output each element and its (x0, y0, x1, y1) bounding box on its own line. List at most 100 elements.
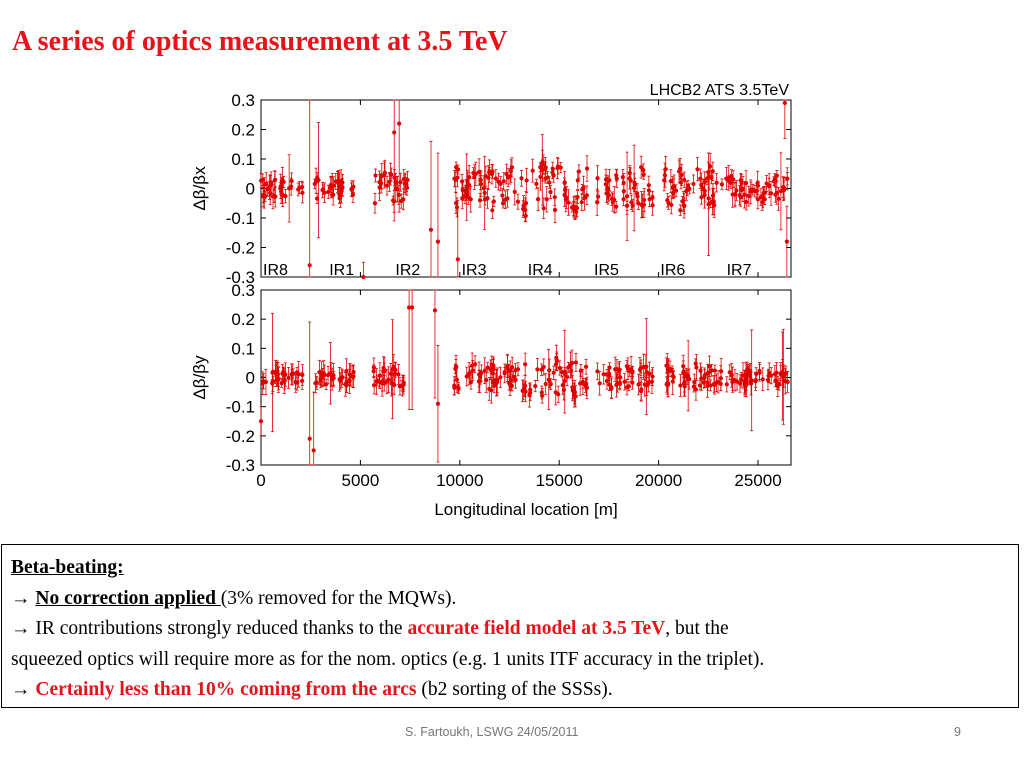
data-point (584, 166, 590, 171)
data-point (700, 186, 706, 191)
data-point (724, 176, 729, 181)
data-point (504, 171, 509, 177)
data-point (262, 193, 267, 198)
data-point (627, 176, 632, 181)
data-point (260, 381, 265, 386)
data-point (487, 169, 492, 174)
data-point (501, 179, 506, 184)
data-point (665, 367, 670, 372)
data-point (729, 173, 734, 179)
data-point (650, 195, 655, 200)
data-point (734, 188, 739, 193)
data-point (617, 381, 622, 386)
data-point (498, 375, 503, 380)
notes-line-1: → No correction applied (3% removed for … (11, 587, 457, 609)
x-tick-label: 15000 (536, 471, 583, 490)
data-point (719, 182, 725, 187)
data-point (297, 185, 302, 190)
data-point (547, 368, 552, 373)
data-point (673, 188, 679, 193)
data-point (691, 384, 696, 389)
data-point (730, 192, 735, 197)
y-tick-label: -0.2 (226, 239, 255, 258)
data-point (551, 173, 556, 178)
data-point (754, 371, 759, 377)
data-point (638, 389, 644, 394)
data-point (782, 100, 787, 106)
data-point (512, 189, 517, 194)
data-point (372, 383, 377, 388)
data-point (275, 372, 281, 377)
data-point (680, 199, 685, 204)
data-point (539, 390, 544, 395)
data-point (333, 179, 338, 184)
data-point (709, 368, 714, 373)
data-point (691, 181, 696, 187)
data-point (753, 379, 758, 384)
data-point (641, 168, 646, 173)
data-point (743, 383, 748, 388)
data-point (607, 178, 612, 183)
data-point (538, 174, 543, 180)
data-point (460, 196, 465, 201)
data-point (483, 174, 488, 179)
data-point (746, 194, 751, 199)
x-tick-label: 20000 (635, 471, 682, 490)
data-point (649, 379, 655, 384)
data-point (350, 192, 356, 197)
data-point (268, 190, 273, 195)
data-point (289, 372, 294, 377)
data-point (372, 201, 378, 206)
data-point (392, 130, 397, 135)
data-point (706, 202, 711, 207)
data-point (500, 193, 505, 198)
data-point (340, 180, 345, 185)
data-point (724, 382, 729, 387)
data-point (409, 305, 415, 310)
data-point (564, 374, 570, 379)
data-point (644, 383, 649, 388)
data-point (781, 185, 787, 190)
x-tick-label: 0 (256, 471, 265, 490)
data-point (490, 169, 495, 174)
data-point (636, 382, 641, 387)
data-point (547, 180, 552, 185)
data-point (579, 200, 584, 205)
data-point (750, 187, 755, 192)
data-point (699, 182, 704, 187)
data-point (571, 206, 576, 211)
x-tick-label: 5000 (341, 471, 379, 490)
page-number: 9 (954, 725, 961, 739)
y-tick-label: -0.1 (226, 398, 255, 417)
data-point (714, 180, 719, 185)
data-point (321, 187, 326, 192)
data-point (682, 177, 687, 182)
data-point (573, 360, 579, 365)
data-point (636, 201, 641, 206)
data-point (459, 179, 465, 184)
data-point (300, 372, 305, 378)
ir-label: IR2 (395, 262, 420, 279)
data-point (407, 305, 412, 310)
data-point (278, 184, 283, 189)
data-point (400, 383, 405, 388)
data-point (630, 369, 635, 374)
ir-label: IR8 (263, 262, 288, 279)
data-point (540, 167, 545, 173)
data-point (678, 383, 683, 388)
data-point (601, 372, 606, 377)
data-point (606, 372, 611, 377)
data-point (464, 374, 469, 379)
data-point (527, 392, 532, 398)
data-point (432, 308, 438, 313)
data-point (693, 361, 698, 366)
slide-title: A series of optics measurement at 3.5 Te… (12, 26, 508, 57)
data-point (573, 394, 578, 399)
data-point (393, 367, 398, 373)
data-point (307, 436, 312, 441)
data-point (646, 183, 651, 188)
data-point (361, 274, 366, 280)
data-point (535, 367, 540, 372)
data-point (508, 168, 514, 174)
data-point (676, 169, 682, 174)
